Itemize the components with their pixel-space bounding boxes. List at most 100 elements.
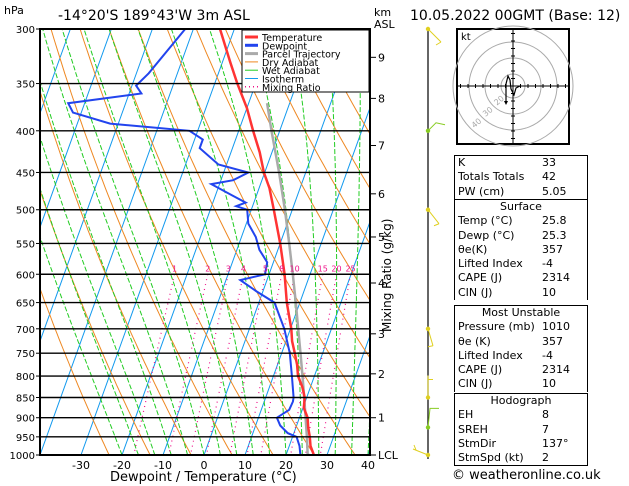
mixing-ratio-line bbox=[205, 274, 244, 455]
mixing-ratio-label: 15 bbox=[318, 264, 328, 273]
mixing-ratio-line bbox=[246, 274, 283, 455]
wind-barb bbox=[427, 375, 433, 398]
pressure-tick-label: 700 bbox=[16, 325, 35, 336]
wet-adiabat-line bbox=[61, 29, 205, 455]
temperature-tick-label: 10 bbox=[238, 459, 252, 472]
isotherm-line bbox=[162, 29, 317, 455]
mixing-ratio-line bbox=[133, 274, 176, 455]
mu-pressure-row: Pressure (mb) 1010 bbox=[458, 320, 570, 334]
height-tick-label: LCL bbox=[378, 449, 399, 462]
pressure-tick-label: 400 bbox=[16, 127, 35, 138]
legend-label: Isotherm bbox=[262, 75, 304, 86]
mixing-ratio-label: 10 bbox=[289, 264, 299, 273]
hodograph-stats-title: Hodograph bbox=[490, 394, 552, 407]
mixing-ratio-label: 8 bbox=[279, 264, 284, 273]
wind-barb bbox=[427, 122, 446, 132]
wet-adiabat-line bbox=[170, 29, 271, 455]
pressure-tick-label: 350 bbox=[16, 80, 35, 91]
temperature-tick-label: 20 bbox=[279, 459, 293, 472]
eh-row: EH 8 bbox=[458, 408, 549, 422]
surface-cape-row: CAPE (J) 2314 bbox=[458, 271, 570, 285]
height-axis: 9 8 7 6 5 4 3 2 1 LCL bbox=[370, 51, 399, 462]
pressure-tick-label: 450 bbox=[16, 168, 35, 179]
pressure-tick-label: 900 bbox=[16, 414, 35, 425]
totals-totals-row: Totals Totals 42 bbox=[458, 170, 556, 184]
most-unstable-box: Most Unstable Pressure (mb) 1010 θe (K) 35… bbox=[454, 305, 588, 392]
mu-theta-e-row: θe (K) 357 bbox=[458, 334, 563, 348]
mixing-ratio-label: 3 bbox=[226, 264, 231, 273]
temperature-tick-label: 30 bbox=[320, 459, 334, 472]
wind-barb bbox=[412, 444, 429, 456]
pressure-tick-label: 800 bbox=[16, 372, 35, 383]
location-title: -14°20'S 189°43'W 3m ASL bbox=[58, 8, 250, 24]
legend-label: Mixing Ratio bbox=[262, 83, 321, 94]
height-tick-label: 5 bbox=[378, 231, 385, 244]
pressure-unit-label: hPa bbox=[4, 4, 24, 17]
isotherm-line bbox=[40, 29, 71, 115]
legend-label: Parcel Trajectory bbox=[262, 50, 341, 61]
surface-cin-row: CIN (J) 10 bbox=[458, 285, 556, 299]
hodograph-unit-label: kt bbox=[461, 32, 471, 43]
mixing-ratio-label: 1 bbox=[172, 264, 177, 273]
wet-adiabat-line bbox=[327, 29, 338, 455]
pressure-tick-label: 850 bbox=[16, 393, 35, 404]
wind-barb bbox=[427, 328, 434, 348]
legend-label: Wet Adiabat bbox=[262, 66, 320, 77]
height-tick-label: 9 bbox=[378, 51, 385, 64]
copyright-link[interactable]: © weatheronline.co.uk bbox=[452, 468, 601, 483]
mu-cape-row: CAPE (J) 2314 bbox=[458, 363, 570, 377]
wind-barb bbox=[427, 28, 442, 46]
mixing-ratio-line bbox=[319, 274, 352, 455]
surface-box: Surface Temp (°C) 25.8 Dewp (°C) 25.3 θe(K… bbox=[454, 199, 588, 301]
mixing-ratio-label: 2 bbox=[205, 264, 210, 273]
pressure-axis: 300 350 400 450 500 550 600 650 700 750 800 850 900 9… bbox=[10, 25, 40, 462]
pressure-tick-label: 750 bbox=[16, 349, 35, 360]
wet-adiabat-line bbox=[42, 29, 189, 455]
x-axis-label: Dewpoint / Temperature (°C) bbox=[110, 470, 297, 485]
isobars bbox=[40, 28, 370, 456]
isotherm-line bbox=[80, 29, 235, 455]
pressure-tick-label: 550 bbox=[16, 239, 35, 250]
dry-adiabat-line bbox=[253, 29, 370, 245]
dry-adiabat-line bbox=[283, 29, 370, 190]
wet-adiabat-line bbox=[209, 29, 287, 455]
surface-lifted-index-row: Lifted Index -4 bbox=[458, 257, 553, 271]
pressure-tick-label: 950 bbox=[16, 433, 35, 444]
wet-adiabat-line bbox=[250, 29, 303, 455]
mixing-ratio-line bbox=[189, 274, 229, 455]
km-unit-label: km bbox=[374, 6, 392, 19]
wind-barb bbox=[427, 407, 439, 428]
temperature-tick-label: -30 bbox=[72, 459, 90, 472]
isotherm-line bbox=[40, 29, 194, 455]
wet-adiabat-line bbox=[108, 29, 238, 455]
mixing-ratio-label: 4 bbox=[241, 264, 246, 273]
pressure-tick-label: 1000 bbox=[10, 451, 35, 462]
storm-dir-row: StmDir 137° bbox=[458, 436, 569, 450]
height-tick-label: 4 bbox=[378, 277, 385, 290]
most-unstable-title: Most Unstable bbox=[481, 306, 561, 319]
height-tick-label: 8 bbox=[378, 92, 385, 105]
pressure-tick-label: 300 bbox=[16, 25, 35, 36]
height-tick-label: 2 bbox=[378, 368, 385, 381]
legend-label: Dry Adiabat bbox=[262, 58, 319, 69]
mixing-ratio-axis-label: Mixing Ratio (g/kg) bbox=[380, 218, 394, 332]
mu-lifted-index-row: Lifted Index -4 bbox=[458, 348, 553, 362]
height-tick-label: 1 bbox=[378, 412, 385, 425]
sreh-row: SREH 7 bbox=[458, 422, 549, 436]
temperature-tick-label: -10 bbox=[154, 459, 172, 472]
surface-dewp-row: Dewp (°C) 25.3 bbox=[458, 228, 567, 242]
surface-title: Surface bbox=[500, 200, 542, 213]
height-tick-label: 6 bbox=[378, 188, 385, 201]
mixing-ratio-label: 5 bbox=[263, 264, 268, 273]
wet-adiabat-line bbox=[351, 29, 361, 455]
pressure-tick-label: 650 bbox=[16, 299, 35, 310]
pressure-tick-label: 600 bbox=[16, 270, 35, 281]
surface-theta-e-row: θe(K) 357 bbox=[458, 242, 563, 256]
wet-adiabat-line bbox=[290, 29, 320, 455]
isotherm-line bbox=[326, 334, 370, 455]
storm-motion-marker bbox=[504, 101, 508, 105]
wind-barbs bbox=[412, 26, 446, 459]
temperature-line bbox=[218, 29, 316, 455]
